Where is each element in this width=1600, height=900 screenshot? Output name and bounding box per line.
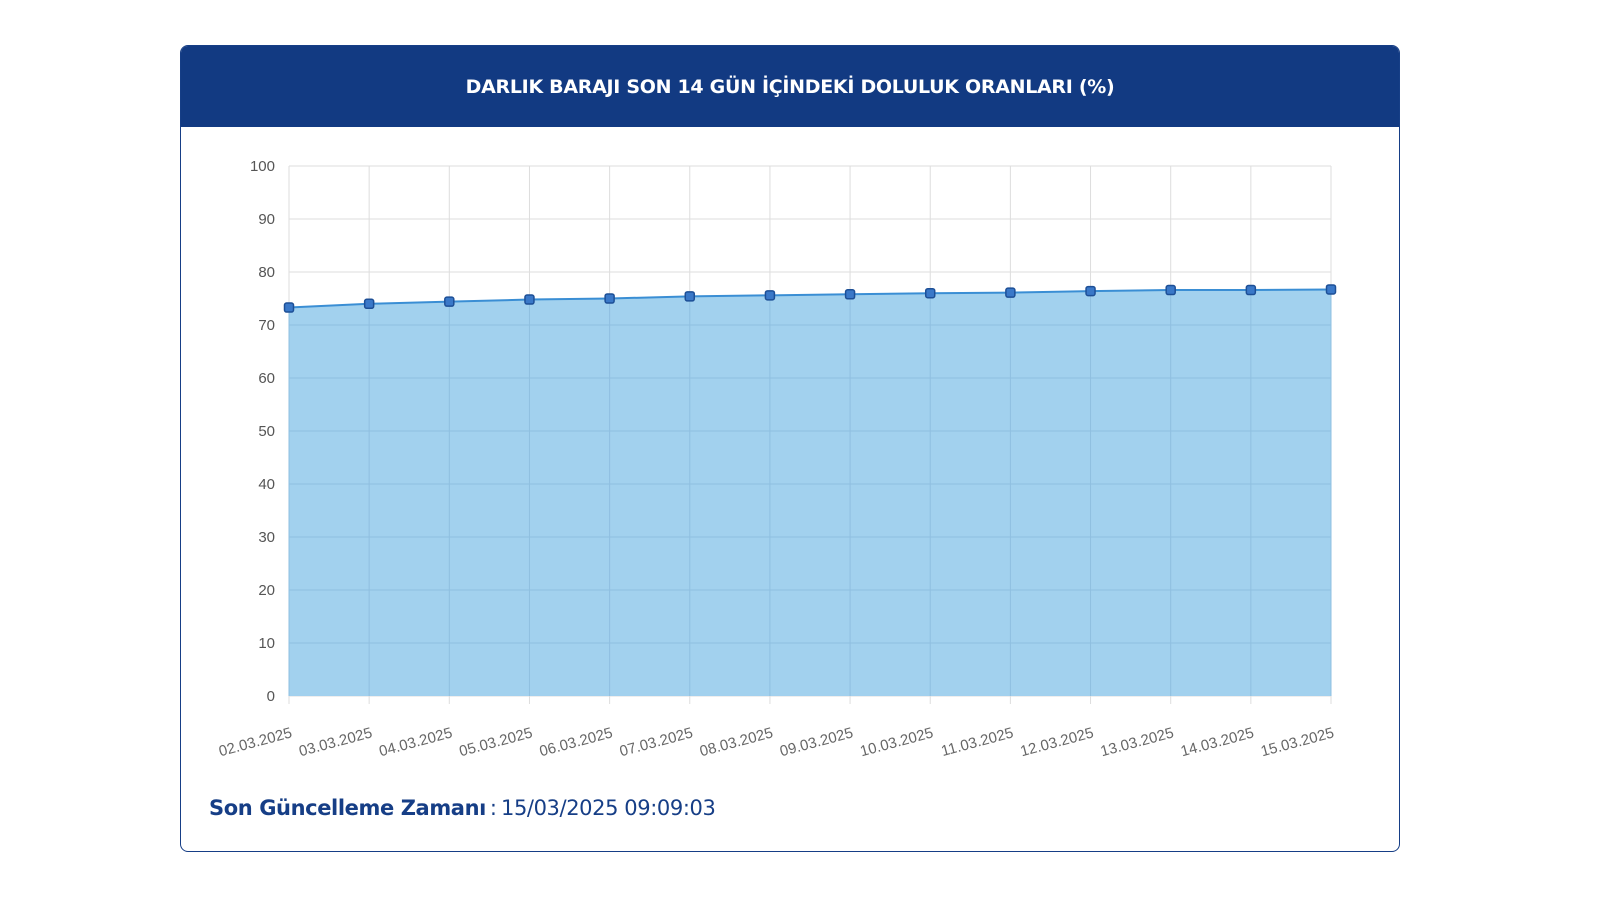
data-point xyxy=(1325,284,1337,295)
x-tick-label: 02.03.2025 xyxy=(217,724,294,760)
data-point xyxy=(924,287,936,299)
x-tick-label: 08.03.2025 xyxy=(698,724,775,760)
data-point xyxy=(604,293,615,304)
data-point xyxy=(444,296,455,307)
y-tick-label: 90 xyxy=(258,211,275,228)
y-tick-label: 10 xyxy=(258,635,275,652)
data-point xyxy=(844,289,856,300)
x-tick-label: 11.03.2025 xyxy=(939,724,1015,760)
y-tick-label: 100 xyxy=(250,158,275,175)
data-point xyxy=(684,291,696,302)
card-header: DARLIK BARAJI SON 14 GÜN İÇİNDEKİ DOLULU… xyxy=(181,46,1399,127)
x-tick-label: 04.03.2025 xyxy=(377,724,454,760)
y-tick-label: 20 xyxy=(258,582,275,599)
last-update-value: 15/03/2025 09:09:03 xyxy=(501,796,716,820)
x-tick-label: 12.03.2025 xyxy=(1019,724,1096,760)
data-point xyxy=(764,290,776,301)
last-update-label: Son Güncelleme Zamanı xyxy=(209,796,486,820)
last-update-separator: : xyxy=(489,796,497,820)
data-point xyxy=(1005,287,1016,298)
x-tick-label: 14.03.2025 xyxy=(1179,724,1256,760)
series-line xyxy=(288,288,1332,309)
x-tick-label: 05.03.2025 xyxy=(457,724,534,760)
y-tick-label: 50 xyxy=(258,423,275,440)
area-fill xyxy=(289,289,1331,696)
data-point xyxy=(524,294,535,305)
last-update: Son Güncelleme Zamanı:15/03/2025 09:09:0… xyxy=(209,796,716,820)
x-tick-label: 09.03.2025 xyxy=(778,724,855,760)
y-tick-label: 0 xyxy=(267,688,275,705)
chart-card: DARLIK BARAJI SON 14 GÜN İÇİNDEKİ DOLULU… xyxy=(180,45,1400,852)
chart-title: DARLIK BARAJI SON 14 GÜN İÇİNDEKİ DOLULU… xyxy=(465,75,1115,98)
y-tick-label: 80 xyxy=(258,264,275,281)
x-tick-label: 06.03.2025 xyxy=(538,724,615,760)
x-tick-label: 03.03.2025 xyxy=(297,724,374,760)
data-point xyxy=(363,298,375,310)
y-tick-label: 70 xyxy=(258,317,275,334)
data-point xyxy=(283,302,295,313)
y-tick-label: 60 xyxy=(258,370,275,387)
data-point xyxy=(1085,285,1096,297)
fill-rate-chart: 0 10 20 30 40 50 60 70 80 90 100 02.03.2025 03.03.20… xyxy=(217,158,1337,760)
x-tick-label: 10.03.2025 xyxy=(858,724,935,760)
y-tick-label: 30 xyxy=(258,529,275,546)
data-point xyxy=(1245,284,1257,296)
x-tick-label: 13.03.2025 xyxy=(1099,724,1176,760)
x-tick-label: 15.03.2025 xyxy=(1259,724,1336,760)
y-tick-label: 40 xyxy=(258,476,275,493)
data-point xyxy=(1165,284,1176,296)
x-tick-label: 07.03.2025 xyxy=(618,724,695,760)
